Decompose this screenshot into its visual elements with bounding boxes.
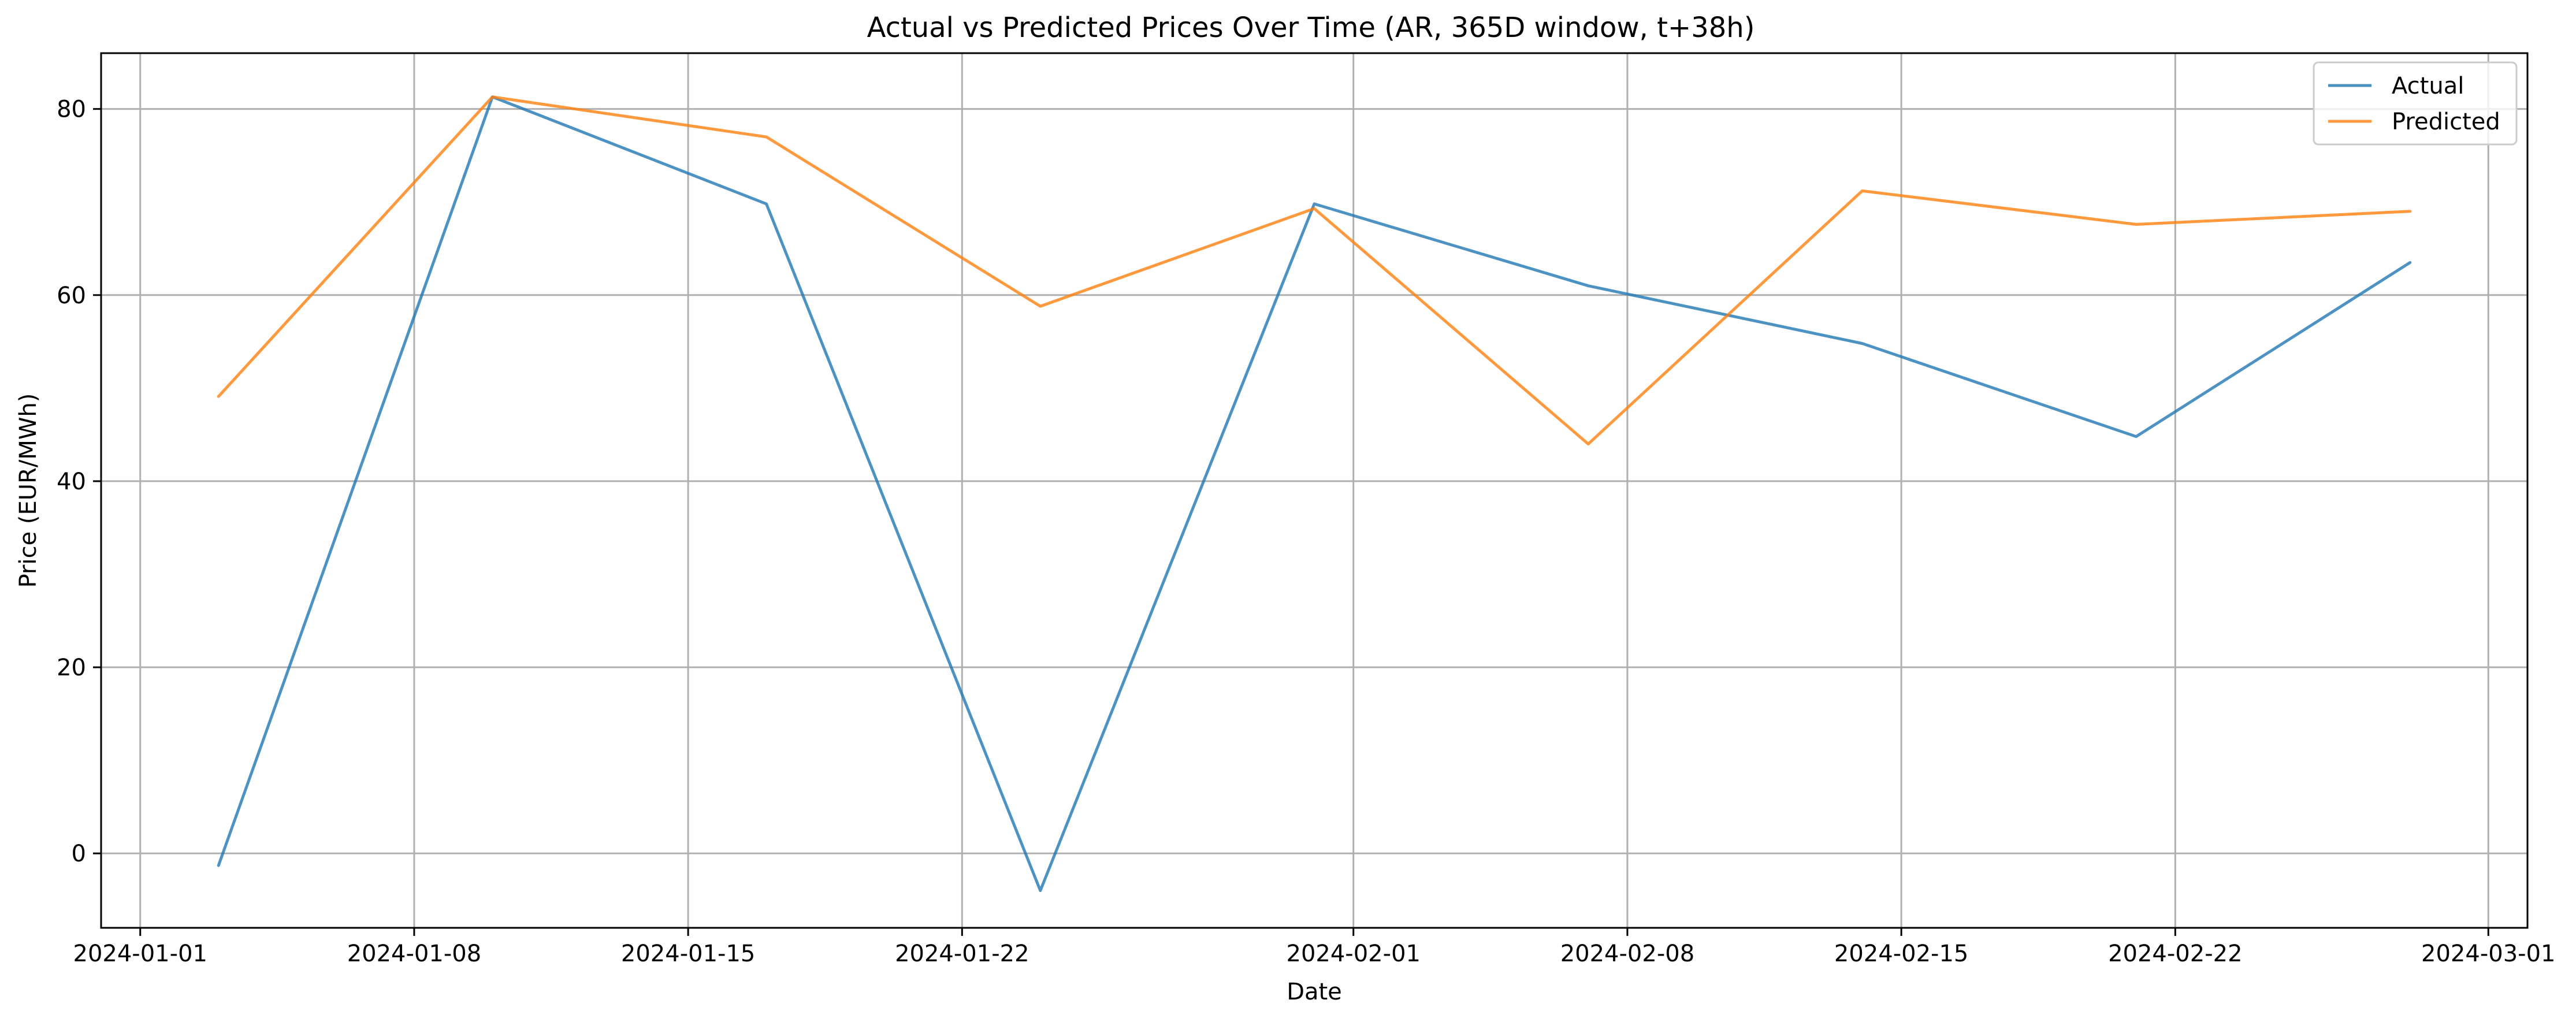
x-tick-label: 2024-02-01 xyxy=(1287,941,1421,967)
legend-box xyxy=(2313,61,2518,146)
x-tick-label: 2024-03-01 xyxy=(2421,941,2555,967)
x-tick-label: 2024-02-08 xyxy=(1560,941,1694,967)
plot-frame xyxy=(100,52,2529,929)
axis-ticks: 2024-01-01 2024-01-08 2024-01-15 2024-01-22… xyxy=(57,96,2555,967)
chart-title: Actual vs Predicted Prices Over Time (AR… xyxy=(867,12,1755,44)
x-tick-label: 2024-01-22 xyxy=(895,941,1029,967)
x-tick-label: 2024-02-22 xyxy=(2108,941,2242,967)
x-tick-label: 2024-01-15 xyxy=(621,941,755,967)
y-axis-label: Price (EUR/MWh) xyxy=(15,393,42,588)
series-layer xyxy=(217,95,2412,893)
legend: Actual Predicted xyxy=(2313,61,2518,146)
x-tick-label: 2024-01-08 xyxy=(347,941,481,967)
y-tick-label: 20 xyxy=(57,655,86,681)
series-line-predicted xyxy=(217,95,2412,445)
y-tick-label: 40 xyxy=(57,469,86,495)
legend-label-predicted: Predicted xyxy=(2392,109,2500,135)
series-line-actual xyxy=(217,95,2412,893)
y-tick-label: 80 xyxy=(57,96,86,123)
x-tick-label: 2024-02-15 xyxy=(1834,941,1968,967)
x-axis-label: Date xyxy=(1287,979,1342,1005)
y-tick-label: 60 xyxy=(57,283,86,309)
x-tick-label: 2024-01-01 xyxy=(73,941,207,967)
legend-label-actual: Actual xyxy=(2392,73,2464,99)
grid xyxy=(101,53,2527,928)
y-tick-label: 0 xyxy=(72,841,86,867)
